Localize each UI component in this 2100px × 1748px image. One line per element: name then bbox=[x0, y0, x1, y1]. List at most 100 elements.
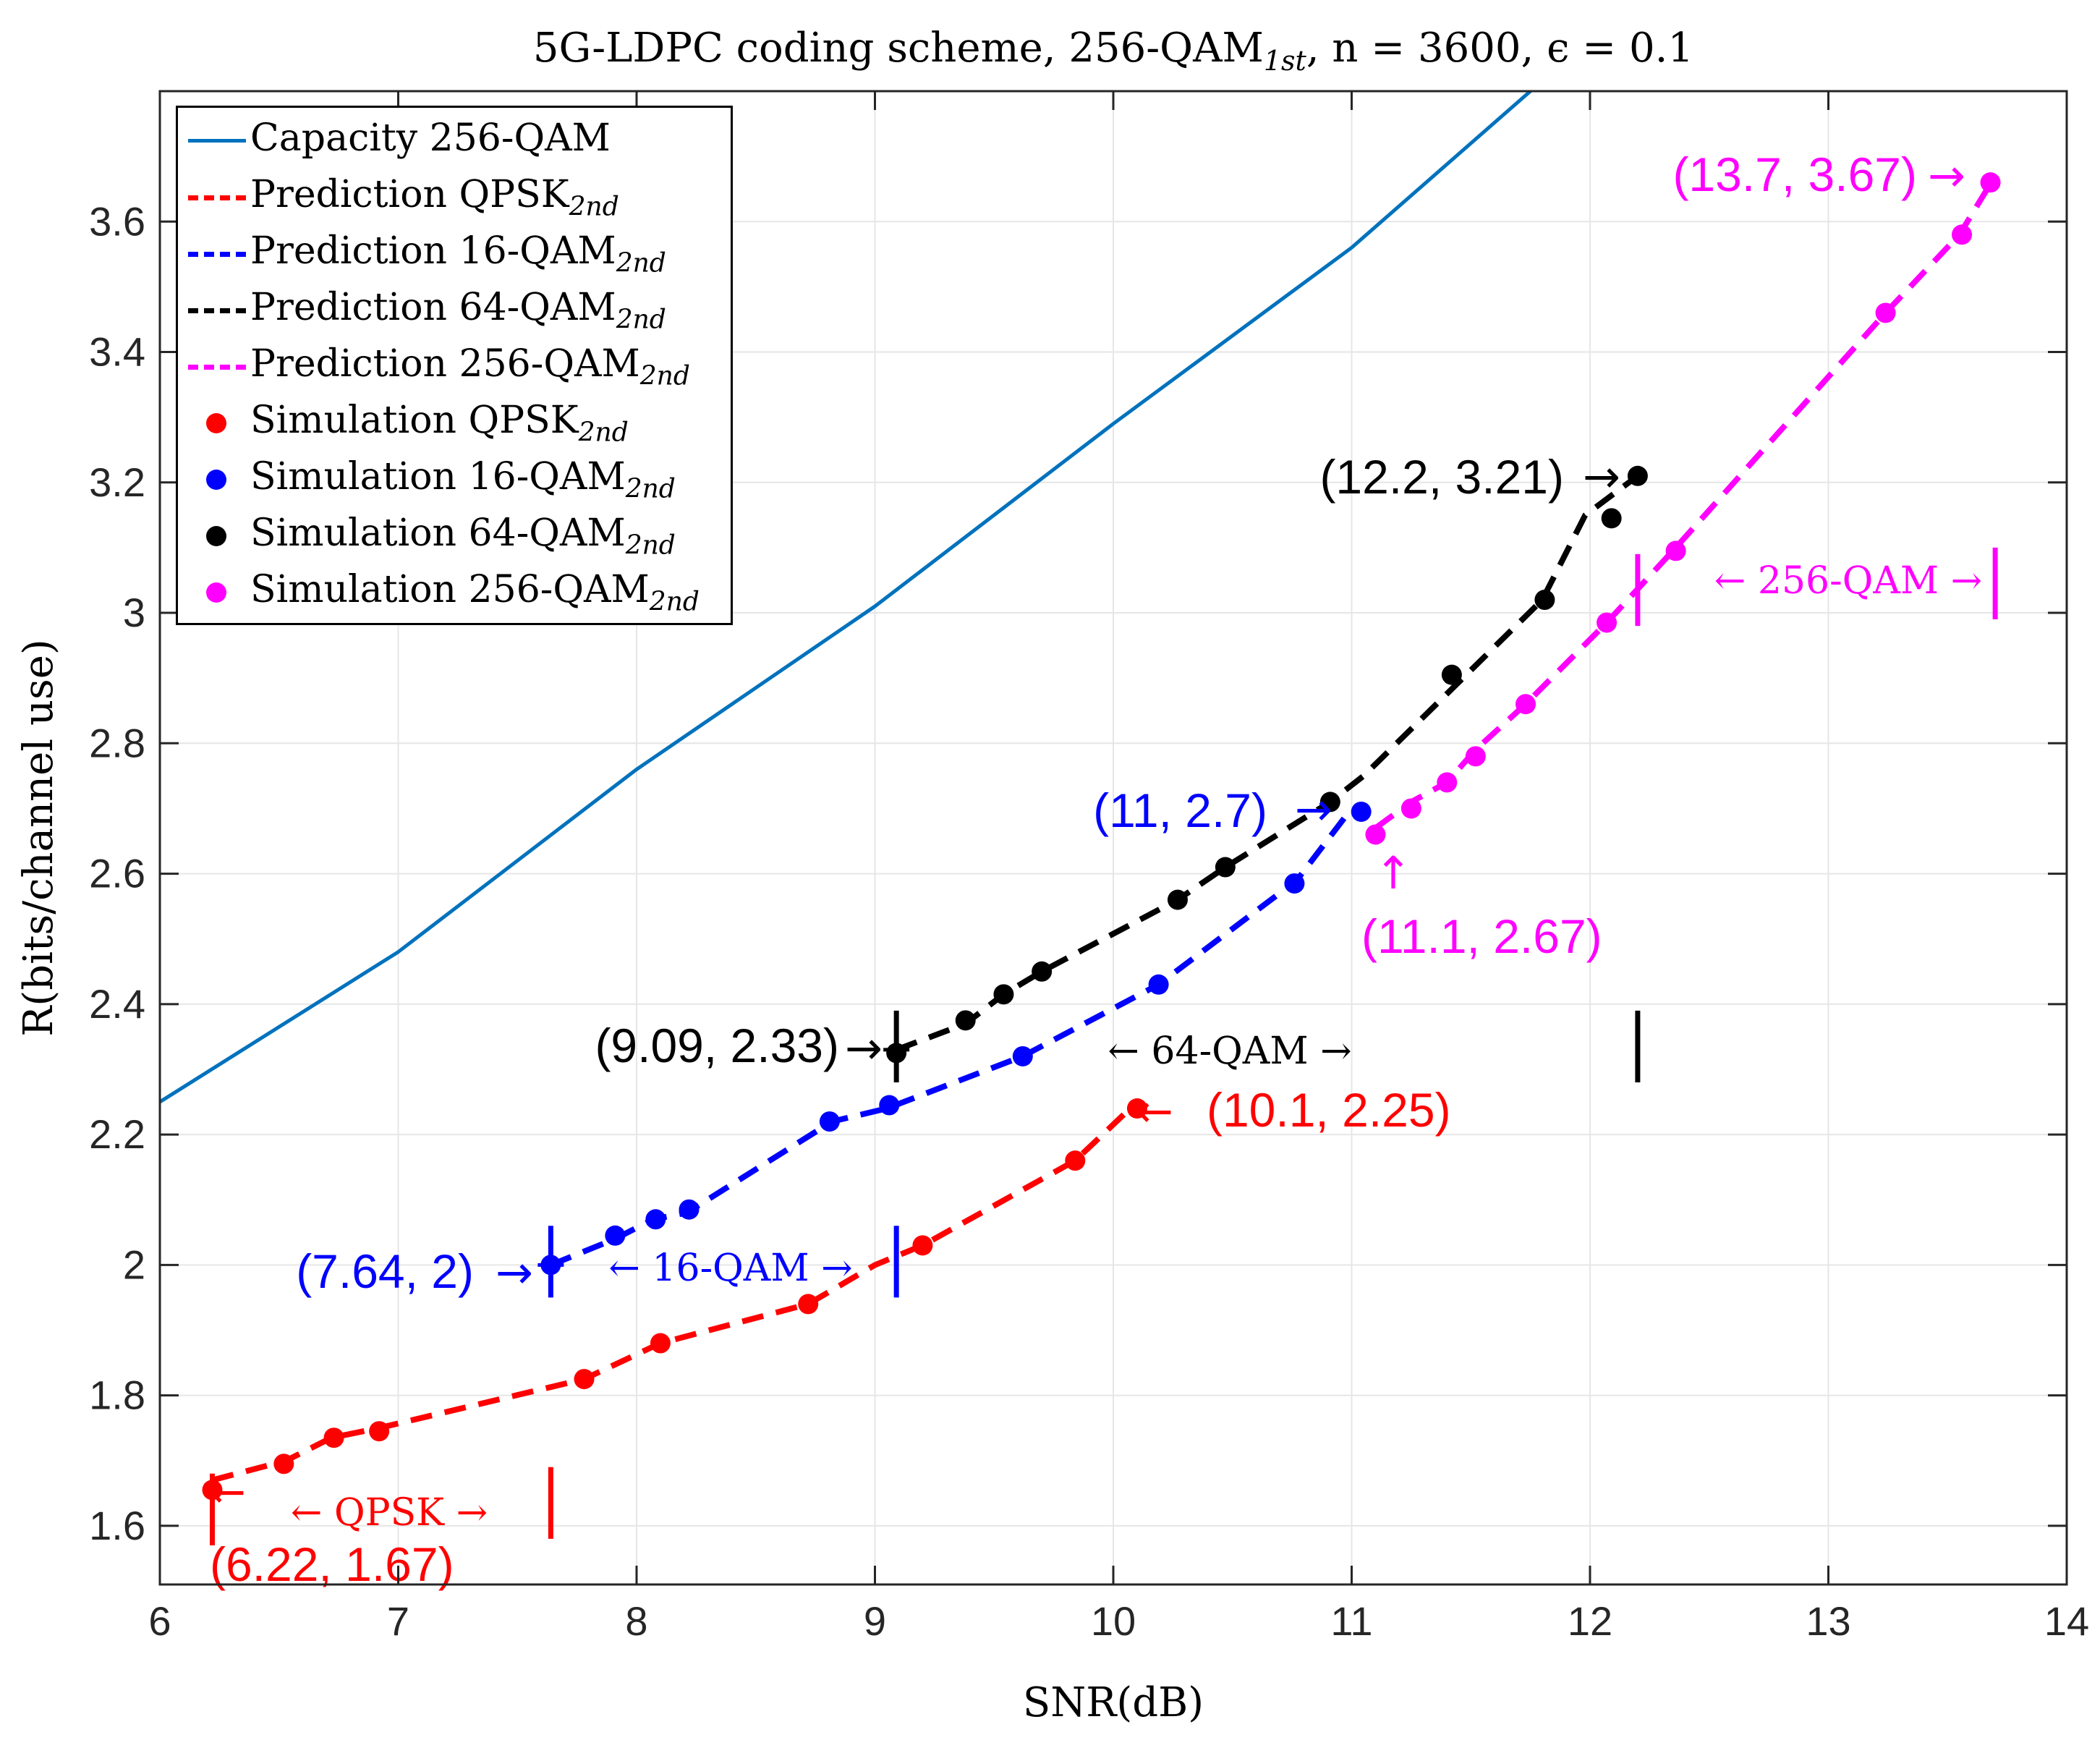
prediction-line bbox=[549, 806, 1354, 1268]
data-point bbox=[1032, 961, 1053, 982]
annotation-layer: (6.22, 1.67) (10.1, 2.25) (7.64, 2) (11, 2.… bbox=[208, 148, 1998, 1591]
arrow-glyph: → bbox=[845, 1022, 883, 1074]
data-point bbox=[605, 1225, 626, 1246]
legend-label-subscript: 2nd bbox=[616, 305, 666, 335]
data-point bbox=[1516, 694, 1536, 715]
data-point bbox=[1601, 508, 1622, 529]
legend-label-text: Simulation 64-QAM bbox=[250, 512, 626, 555]
data-point bbox=[1284, 873, 1305, 894]
data-point bbox=[273, 1454, 294, 1475]
data-point bbox=[1351, 801, 1372, 822]
data-point bbox=[650, 1333, 671, 1354]
arrow-glyph: ← bbox=[1136, 1085, 1173, 1137]
x-tick-label: 12 bbox=[1568, 1598, 1612, 1644]
legend-marker bbox=[206, 413, 226, 433]
tick-layer: 6 7 8 9 10 11 12 13 14 1.6 1.8 2 2.2 2.4 2.6 2.8 3 3.2 3.4… bbox=[89, 91, 2089, 1644]
point-annotation: (11, 2.7) bbox=[1093, 784, 1267, 837]
legend-line bbox=[188, 365, 246, 370]
point-annotation: (10.1, 2.25) bbox=[1207, 1083, 1451, 1137]
x-tick-label: 11 bbox=[1330, 1598, 1372, 1644]
data-point bbox=[1665, 540, 1686, 561]
arrow-glyph: ↑ bbox=[1374, 847, 1412, 899]
data-point bbox=[879, 1095, 900, 1116]
legend-label: Capacity 256-QAM bbox=[250, 116, 611, 160]
data-point bbox=[1012, 1045, 1033, 1066]
legend-label: Prediction 16-QAM2nd bbox=[250, 229, 666, 278]
legend-label-subscript: 2nd bbox=[625, 530, 676, 561]
arrow-glyph: → bbox=[1295, 783, 1332, 836]
y-tick-label: 2.8 bbox=[89, 720, 145, 765]
point-annotation: (13.7, 3.67) bbox=[1672, 148, 1917, 201]
capacity-line bbox=[160, 91, 1534, 1104]
legend-marker bbox=[206, 526, 226, 546]
legend-label-subscript: 2nd bbox=[625, 474, 676, 504]
data-point bbox=[574, 1369, 595, 1390]
data-point bbox=[798, 1294, 819, 1315]
y-tick-label: 3.6 bbox=[89, 198, 145, 244]
point-annotation: (6.22, 1.67) bbox=[210, 1537, 454, 1591]
data-point bbox=[369, 1421, 390, 1442]
data-point bbox=[1065, 1150, 1086, 1171]
point-annotation: (7.64, 2) bbox=[296, 1244, 474, 1298]
x-tick-label: 13 bbox=[1806, 1598, 1850, 1644]
point-annotation: (12.2, 3.21) bbox=[1319, 450, 1564, 504]
range-label: ← 64-QAM → bbox=[1108, 1030, 1351, 1073]
legend-line bbox=[188, 252, 246, 257]
legend-label-text: Prediction 16-QAM bbox=[250, 229, 616, 273]
legend-label-subscript: 2nd bbox=[616, 248, 666, 279]
legend-label-text: Simulation QPSK bbox=[250, 399, 579, 442]
y-tick-label: 2 bbox=[123, 1242, 145, 1287]
range-label: ← 256-QAM → bbox=[1714, 559, 1982, 603]
prediction-line bbox=[895, 473, 1640, 1053]
chart-title-subscript: 1st bbox=[1264, 45, 1307, 77]
data-point bbox=[1400, 798, 1421, 819]
data-point bbox=[955, 1010, 976, 1031]
x-tick-label: 10 bbox=[1091, 1598, 1136, 1644]
arrow-glyph: → bbox=[1583, 450, 1620, 503]
data-point bbox=[1534, 590, 1555, 611]
arrow-glyph: → bbox=[1928, 149, 1965, 202]
y-tick-label: 2.6 bbox=[89, 851, 145, 896]
legend-label: Simulation 64-QAM2nd bbox=[250, 512, 676, 560]
data-point bbox=[1980, 172, 2001, 193]
data-point bbox=[1437, 772, 1458, 793]
legend-marker bbox=[206, 582, 226, 603]
legend-entry: Simulation 256-QAM2nd bbox=[178, 564, 731, 620]
data-point bbox=[323, 1427, 344, 1448]
legend-label-text: Capacity 256-QAM bbox=[250, 116, 611, 160]
legend-label: Prediction QPSK2nd bbox=[250, 173, 619, 221]
legend-entry: Simulation QPSK2nd bbox=[178, 394, 731, 451]
data-point bbox=[912, 1235, 933, 1256]
legend-line bbox=[188, 195, 246, 200]
legend-entry: Prediction 64-QAM2nd bbox=[178, 281, 731, 338]
y-tick-label: 3.2 bbox=[89, 459, 145, 505]
x-tick-label: 8 bbox=[625, 1598, 647, 1644]
legend-label: Prediction 256-QAM2nd bbox=[250, 342, 690, 391]
data-point bbox=[1167, 889, 1188, 910]
data-point bbox=[1465, 746, 1486, 767]
data-point bbox=[993, 984, 1014, 1005]
grid-layer bbox=[159, 91, 2067, 1584]
arrow-glyph: ← bbox=[208, 1465, 246, 1518]
x-tick-label: 9 bbox=[864, 1598, 886, 1644]
legend-label-subscript: 2nd bbox=[578, 417, 629, 448]
data-point bbox=[1215, 857, 1236, 878]
legend-marker bbox=[206, 470, 226, 490]
legend-label: Prediction 64-QAM2nd bbox=[250, 286, 666, 334]
range-label: ← QPSK → bbox=[291, 1491, 488, 1535]
data-point bbox=[1597, 612, 1617, 633]
chart-title-tail: , n = 3600, ϵ = 0.1 bbox=[1306, 25, 1693, 72]
point-annotation: (9.09, 2.33) bbox=[595, 1019, 839, 1072]
legend-entry: Simulation 64-QAM2nd bbox=[178, 507, 731, 564]
y-tick-label: 1.8 bbox=[89, 1372, 145, 1418]
legend-label: Simulation QPSK2nd bbox=[250, 399, 629, 447]
legend-label-text: Simulation 256-QAM bbox=[250, 568, 650, 611]
legend-line bbox=[188, 308, 246, 313]
legend-entry: Prediction QPSK2nd bbox=[178, 169, 731, 225]
legend-entry: Capacity 256-QAM bbox=[178, 112, 731, 169]
data-point bbox=[1148, 974, 1169, 995]
data-point bbox=[1952, 224, 1973, 245]
arrow-glyph: → bbox=[496, 1246, 533, 1299]
range-label: ← 16-QAM → bbox=[608, 1247, 852, 1290]
